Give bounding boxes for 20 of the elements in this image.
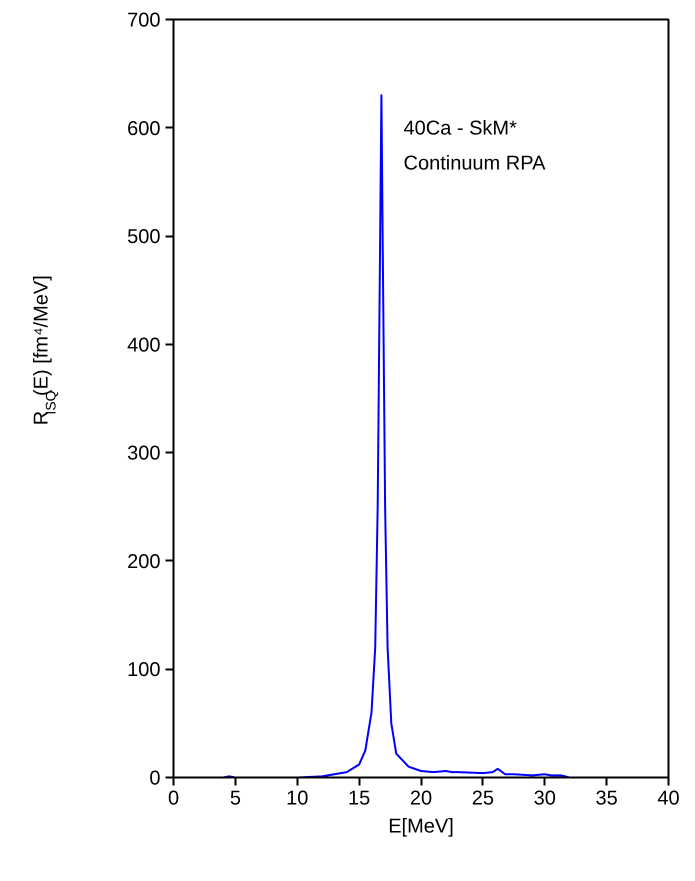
y-tick-label: 0 [149, 768, 160, 790]
y-tick-label: 200 [127, 550, 161, 573]
x-tick-label: 15 [348, 788, 370, 810]
x-tick-label: 30 [534, 788, 556, 810]
x-tick-label: 10 [286, 788, 308, 810]
y-tick-label: 700 [127, 10, 161, 32]
x-tick-label: 40 [657, 788, 680, 810]
y-tick-label: 100 [127, 659, 161, 682]
y-tick-label: 500 [127, 226, 161, 248]
x-tick-label: 0 [168, 788, 180, 810]
y-tick-label: 600 [127, 118, 161, 140]
annotation: Continuum RPA [404, 152, 546, 174]
x-axis-title: E[MeV] [388, 816, 454, 838]
x-tick-label: 20 [410, 788, 432, 810]
y-tick-label: 400 [127, 334, 161, 356]
annotation: 40Ca - SkM* [404, 118, 518, 140]
x-tick-label: 5 [230, 788, 241, 810]
x-tick-label: 25 [472, 788, 494, 810]
y-tick-label: 300 [127, 442, 161, 465]
x-tick-label: 35 [596, 788, 618, 810]
